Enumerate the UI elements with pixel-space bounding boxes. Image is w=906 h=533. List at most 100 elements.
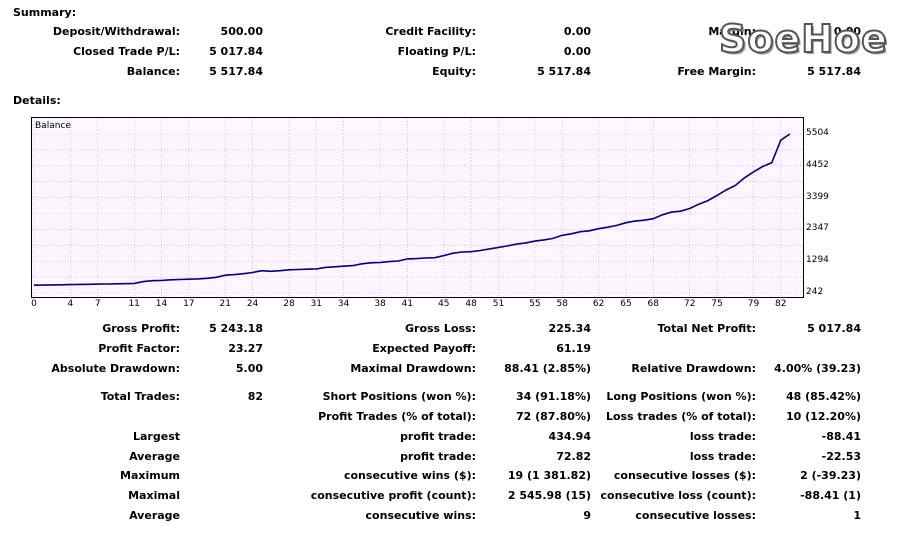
stat-value: 2 (-39.23) (800, 469, 861, 482)
summary-label: Equity: (432, 65, 476, 78)
stat-label: Maximum (120, 469, 180, 482)
x-tick-label: 65 (620, 299, 632, 309)
x-tick-label: 31 (310, 299, 323, 309)
summary-value: 0.00 (563, 25, 591, 38)
stat-value: 4.00% (39.23) (774, 362, 861, 375)
x-tick-label: 41 (401, 299, 414, 309)
summary-value: 5 517.84 (807, 65, 861, 78)
x-tick-label: 0 (31, 299, 37, 309)
stat-value: -88.41 (821, 430, 861, 443)
x-tick-label: 21 (219, 299, 231, 309)
stat-value: -88.41 (1) (800, 489, 861, 502)
stat-value: 2 545.98 (15) (507, 489, 591, 502)
stat-label: Expected Payoff: (372, 342, 476, 355)
x-tick-label: 48 (465, 299, 477, 309)
balance-chart-svg (32, 118, 803, 297)
stat-value: 72.82 (556, 450, 591, 463)
stat-label: Loss trades (% of total): (605, 410, 756, 423)
stat-value: 10 (12.20%) (785, 410, 861, 423)
summary-value: 5 017.84 (209, 45, 263, 58)
stat-value: 19 (1 381.82) (507, 469, 591, 482)
stat-label: Maximal (128, 489, 180, 502)
x-tick-label: 62 (592, 299, 605, 309)
x-tick-label: 75 (711, 299, 723, 309)
x-tick-label: 17 (183, 299, 195, 309)
stat-value: 82 (247, 390, 263, 403)
stat-value: 61.19 (556, 342, 591, 355)
y-tick-label: 242 (806, 287, 824, 297)
summary-label: Margin: (708, 25, 756, 38)
x-tick-label: 51 (492, 299, 505, 309)
stat-label: Profit Trades (% of total): (318, 410, 476, 423)
stat-label: consecutive losses: (635, 509, 756, 522)
x-tick-label: 55 (529, 299, 541, 309)
x-tick-label: 24 (246, 299, 259, 309)
stat-label: consecutive loss (count): (600, 489, 756, 502)
stat-value: 9 (583, 509, 591, 522)
balance-series-line (33, 133, 791, 286)
stat-value: 88.41 (2.85%) (504, 362, 591, 375)
stat-label: consecutive wins ($): (343, 469, 476, 482)
x-tick-label: 7 (94, 299, 101, 309)
stat-label: Total Net Profit: (657, 322, 757, 335)
y-tick-label: 5504 (806, 128, 829, 138)
stat-value: 48 (85.42%) (785, 390, 861, 403)
stat-value: 1 (853, 509, 861, 522)
summary-value: 0.00 (833, 25, 861, 38)
summary-value: 500.00 (220, 25, 263, 38)
details-heading: Details: (13, 94, 61, 107)
stat-label: consecutive losses ($): (613, 469, 756, 482)
x-tick-label: 4 (67, 299, 74, 309)
stat-label: Long Positions (won %): (606, 390, 756, 403)
y-tick-label: 3399 (806, 191, 829, 202)
summary-heading: Summary: (13, 6, 77, 19)
x-tick-label: 68 (647, 299, 659, 309)
stat-label: Gross Profit: (102, 322, 180, 335)
summary-value: 0.00 (563, 45, 591, 58)
summary-label: Credit Facility: (385, 25, 476, 38)
y-tick-label: 2347 (806, 223, 829, 234)
y-tick-label: 1294 (806, 255, 829, 266)
x-tick-label: 82 (775, 299, 787, 309)
stat-value: 23.27 (228, 342, 263, 355)
balance-chart (31, 117, 804, 298)
stat-label: Total Trades: (100, 390, 180, 403)
stat-label: Largest (133, 430, 180, 443)
summary-label: Balance: (126, 65, 180, 78)
stat-label: consecutive profit (count): (310, 489, 476, 502)
stat-label: loss trade: (689, 450, 756, 463)
stat-value: 434.94 (548, 430, 591, 443)
x-tick-label: 58 (556, 299, 568, 309)
soehoe-watermark-logo: SoeHoe (718, 16, 888, 62)
stat-value: 72 (87.80%) (515, 410, 591, 423)
stat-label: consecutive wins: (365, 509, 476, 522)
stat-label: Maximal Drawdown: (350, 362, 476, 375)
summary-value: 5 517.84 (537, 65, 591, 78)
stat-value: 5 243.18 (209, 322, 263, 335)
summary-value: 5 517.84 (209, 65, 263, 78)
summary-label: Closed Trade P/L: (73, 45, 180, 58)
plot-background (32, 118, 803, 297)
x-tick-label: 11 (128, 299, 140, 309)
summary-label: Free Margin: (677, 65, 756, 78)
x-tick-label: 14 (155, 299, 168, 309)
stat-label: Relative Drawdown: (631, 362, 756, 375)
stat-label: loss trade: (689, 430, 756, 443)
x-tick-label: 72 (683, 299, 696, 309)
stat-label: Profit Factor: (98, 342, 180, 355)
stat-label: Gross Loss: (405, 322, 476, 335)
x-tick-label: 45 (438, 299, 450, 309)
stat-label: Absolute Drawdown: (51, 362, 180, 375)
chart-title: Balance (35, 121, 71, 131)
x-tick-label: 34 (337, 299, 350, 309)
x-tick-label: 28 (283, 299, 295, 309)
summary-label: Floating P/L: (397, 45, 476, 58)
x-tick-label: 79 (747, 299, 760, 309)
stat-value: 225.34 (548, 322, 591, 335)
stat-value: -22.53 (821, 450, 861, 463)
stat-value: 5 017.84 (807, 322, 861, 335)
summary-label: Deposit/Withdrawal: (52, 25, 180, 38)
stat-label: profit trade: (400, 430, 476, 443)
stat-value: 34 (91.18%) (515, 390, 591, 403)
stat-label: Average (129, 450, 180, 463)
